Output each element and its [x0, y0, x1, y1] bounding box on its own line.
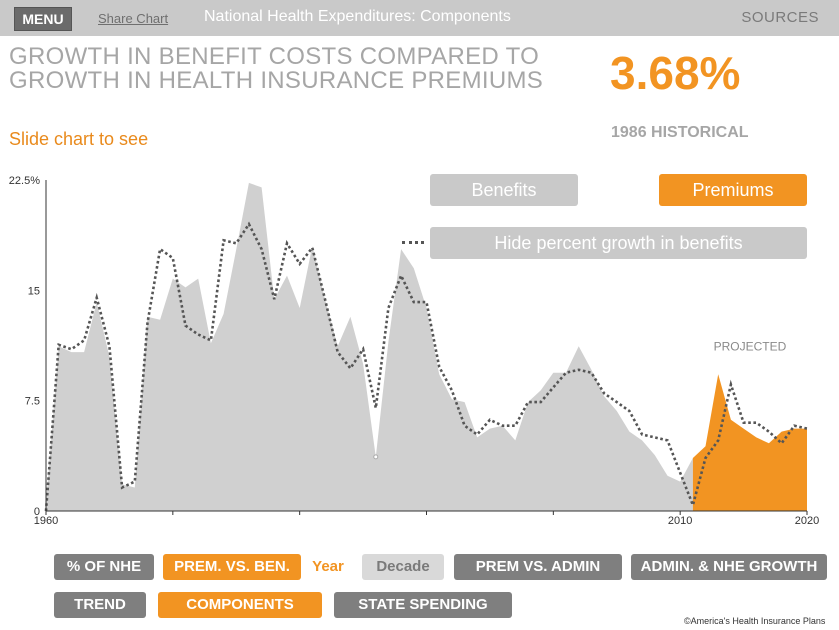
pct-nhe-button[interactable]: % OF NHE: [54, 554, 154, 580]
premiums-projected-area: [692, 374, 807, 511]
menu-button[interactable]: MENU: [14, 7, 72, 31]
slide-hint: Slide chart to see: [9, 129, 149, 149]
selected-value: 3.68%: [610, 47, 741, 99]
benefits-legend-button[interactable]: Benefits: [430, 174, 578, 206]
y-tick-label: 22.5%: [9, 175, 40, 187]
components-button[interactable]: COMPONENTS: [158, 592, 322, 618]
prem-vs-admin-button[interactable]: PREM VS. ADMIN: [454, 554, 622, 580]
x-tick-label: 1960: [34, 515, 58, 527]
benefits-dotted-line: [44, 221, 808, 512]
axes: 0 7.5 15 22.5% 1960 2010 2020: [9, 175, 819, 527]
copyright-text: ©America's Health Insurance Plans: [684, 616, 826, 626]
y-tick-label: 15: [28, 285, 40, 297]
trend-button[interactable]: TREND: [54, 592, 146, 618]
selected-point-marker: [373, 454, 379, 460]
admin-nhe-growth-button[interactable]: ADMIN. & NHE GROWTH: [631, 554, 827, 580]
y-tick-label: 0: [34, 506, 40, 518]
chart-title: GROWTH IN BENEFIT COSTS COMPARED TO GROW…: [9, 43, 544, 94]
projected-annotation: PROJECTED: [714, 340, 787, 354]
year-toggle[interactable]: Year: [301, 554, 355, 580]
prem-vs-ben-button[interactable]: PREM. VS. BEN.: [163, 554, 301, 580]
app-title: National Health Expenditures: Components: [204, 8, 511, 25]
premiums-historical-area: [46, 182, 693, 511]
x-tick-label: 2020: [795, 515, 819, 527]
y-tick-label: 7.5: [25, 396, 40, 408]
top-bar: MENU Share Chart National Health Expendi…: [0, 0, 839, 36]
dotted-line-key: [402, 241, 424, 244]
chart-area[interactable]: 0 7.5 15 22.5% 1960 2010 2020 PROJECTED: [0, 0, 839, 540]
x-tick-label: 2010: [668, 515, 692, 527]
decade-toggle[interactable]: Decade: [362, 554, 444, 580]
selected-year-caption: 1986 HISTORICAL: [611, 124, 749, 141]
sources-link[interactable]: SOURCES: [741, 9, 819, 26]
share-chart-link[interactable]: Share Chart: [98, 11, 169, 26]
state-spending-button[interactable]: STATE SPENDING: [334, 592, 512, 618]
hide-benefits-growth-button[interactable]: Hide percent growth in benefits: [430, 227, 807, 259]
premiums-legend-button[interactable]: Premiums: [659, 174, 807, 206]
